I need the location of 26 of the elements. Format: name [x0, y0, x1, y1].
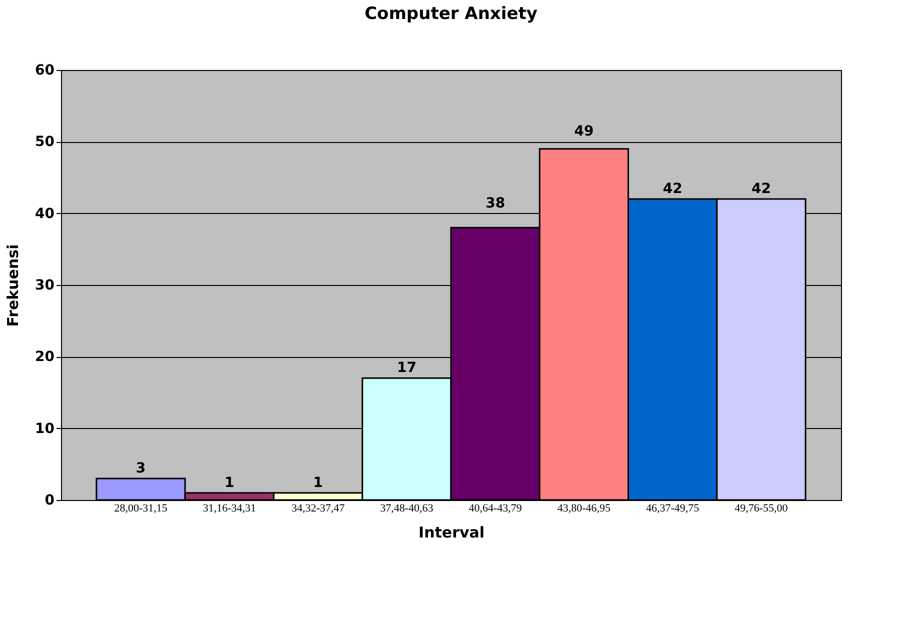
x-tick-label: 49,76-55,00 [734, 502, 788, 514]
data-label: 1 [313, 474, 323, 491]
data-label: 42 [751, 181, 771, 197]
y-tick-label: 10 [35, 420, 55, 437]
x-axis-title: Interval [418, 524, 485, 542]
y-tick-label: 60 [35, 62, 55, 78]
y-tick-label: 20 [35, 349, 55, 366]
y-axis-title: Frekuensi [4, 244, 22, 327]
x-tick-label: 31,16-34,31 [202, 502, 256, 514]
data-label: 1 [224, 474, 234, 491]
y-tick-label: 30 [35, 278, 55, 294]
data-label: 38 [486, 195, 506, 212]
data-label: 42 [662, 181, 682, 197]
chart-title: Computer Anxiety [364, 4, 538, 24]
x-tick-label: 40,64-43,79 [468, 502, 522, 514]
x-tick-label: 37,48-40,63 [380, 502, 434, 514]
x-tick-label: 46,37-49,75 [646, 502, 700, 514]
x-tick-label: 34,32-37,47 [291, 502, 346, 514]
data-label: 3 [136, 460, 146, 476]
y-tick-label: 40 [35, 206, 55, 222]
y-tick-label: 0 [44, 492, 55, 508]
y-tick-label: 50 [35, 134, 55, 150]
x-tick-label: 43,80-46,95 [557, 502, 612, 514]
x-tick-label: 28,00-31,15 [114, 502, 168, 514]
data-label: 17 [396, 360, 416, 376]
data-label: 49 [574, 124, 594, 140]
